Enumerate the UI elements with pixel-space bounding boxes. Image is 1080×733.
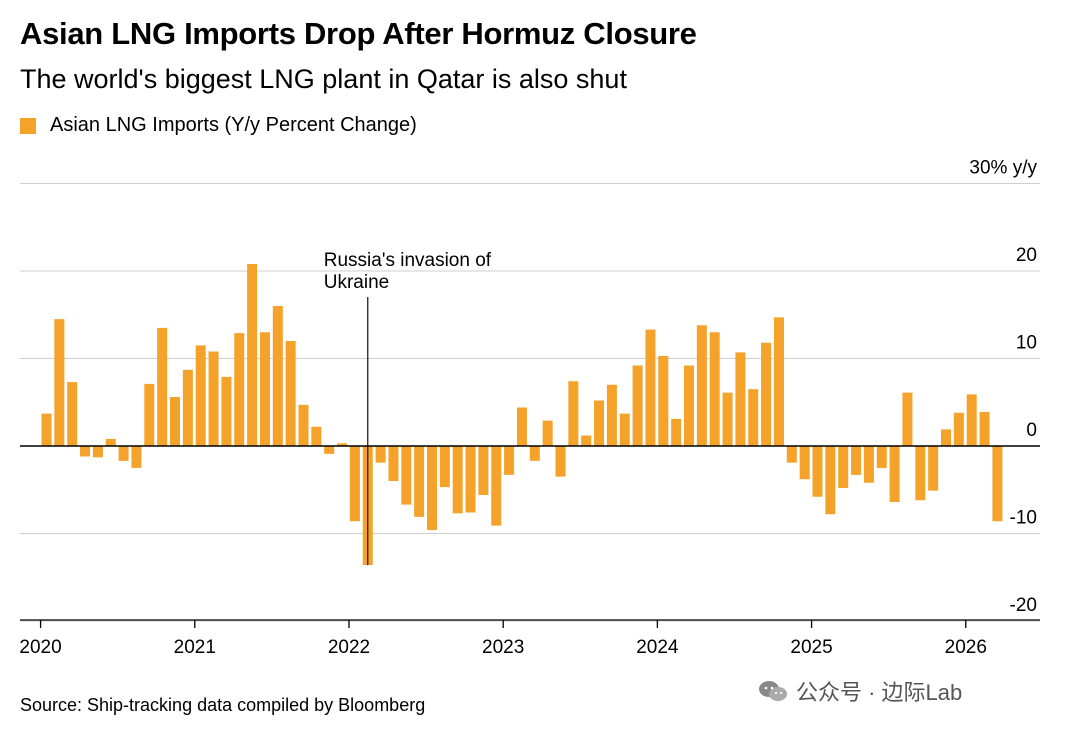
watermark: 公众号 · 边际Lab [758, 675, 962, 707]
chart-subtitle: The world's biggest LNG plant in Qatar i… [20, 64, 627, 94]
bar [221, 376, 232, 446]
bar [349, 446, 360, 522]
y-tick-label: 0 [1026, 420, 1037, 441]
annotation-label: Russia's invasion of [324, 250, 492, 271]
bar [118, 446, 129, 461]
bar [311, 426, 322, 446]
bar [928, 446, 939, 491]
bar [41, 413, 52, 446]
bar [915, 446, 926, 501]
bar [645, 329, 656, 446]
bar [337, 443, 348, 446]
bar [671, 418, 682, 446]
x-tick-label: 2024 [636, 637, 679, 658]
bar [632, 365, 643, 446]
legend: Asian LNG Imports (Y/y Percent Change) [20, 114, 417, 137]
y-tick-label: 10 [1016, 333, 1037, 354]
bar [131, 446, 142, 468]
bar [889, 446, 900, 502]
bar [684, 365, 694, 446]
bar [953, 412, 964, 446]
bar [234, 333, 245, 446]
annotation-label: Ukraine [324, 272, 389, 293]
bar [414, 446, 425, 517]
bar [208, 351, 219, 446]
bar [285, 341, 296, 446]
bar [568, 381, 579, 446]
bar [427, 446, 437, 530]
watermark-text: 公众号 · 边际Lab [796, 680, 963, 705]
bar [941, 429, 951, 446]
bar [401, 446, 412, 505]
bar [54, 319, 65, 446]
bar [851, 446, 862, 475]
y-tick-label: 30% y/y [969, 158, 1037, 179]
bar [259, 332, 270, 446]
chart-title: Asian LNG Imports Drop After Hormuz Clos… [20, 16, 697, 51]
bar [735, 352, 746, 446]
x-tick-label: 2022 [328, 637, 370, 658]
bar [812, 446, 823, 497]
bar [452, 446, 463, 514]
bar [144, 383, 155, 446]
bar [825, 446, 836, 515]
bar [606, 384, 617, 446]
bar [298, 404, 309, 446]
bar [491, 446, 502, 526]
bar [170, 397, 180, 446]
bar [594, 400, 605, 446]
bar [542, 420, 553, 446]
x-tick-label: 2026 [945, 637, 987, 658]
bar [324, 446, 335, 454]
bar [748, 389, 759, 446]
bar [799, 446, 810, 480]
bar [465, 446, 476, 513]
bar [105, 439, 116, 446]
x-tick-label: 2025 [790, 637, 832, 658]
bar [722, 392, 733, 446]
bar [658, 355, 669, 446]
bar [67, 382, 78, 446]
bar [838, 446, 849, 488]
legend-swatch [20, 117, 36, 134]
bar [182, 369, 193, 446]
bar [581, 435, 592, 446]
bar [516, 407, 527, 446]
bar [863, 446, 874, 483]
bar [992, 446, 1003, 522]
bar [966, 394, 977, 446]
bar [619, 413, 630, 446]
bar [902, 392, 913, 446]
bar [979, 411, 990, 446]
bar [388, 446, 399, 481]
bar [375, 446, 386, 463]
bar [92, 446, 103, 458]
bar [876, 446, 887, 468]
bar [195, 345, 206, 446]
bar [478, 446, 489, 495]
wechat-icon [759, 681, 787, 701]
bar [80, 446, 91, 457]
bar [247, 264, 258, 446]
bar [504, 446, 515, 475]
y-tick-label: -10 [1010, 508, 1037, 529]
x-tick-label: 2020 [19, 637, 61, 658]
bar [773, 317, 784, 446]
bar [555, 446, 566, 477]
bar [696, 325, 707, 446]
source-note: Source: Ship-tracking data compiled by B… [20, 695, 426, 715]
bar [786, 446, 797, 463]
bar [529, 446, 540, 461]
bar [709, 332, 720, 446]
x-tick-label: 2023 [482, 637, 524, 658]
legend-label: Asian LNG Imports (Y/y Percent Change) [50, 114, 417, 136]
x-tick-label: 2021 [174, 637, 216, 658]
y-tick-label: 20 [1016, 245, 1037, 266]
bar [157, 327, 168, 446]
bar [761, 342, 772, 446]
bar [272, 306, 283, 446]
bar [439, 446, 450, 488]
y-tick-label: -20 [1010, 595, 1037, 616]
